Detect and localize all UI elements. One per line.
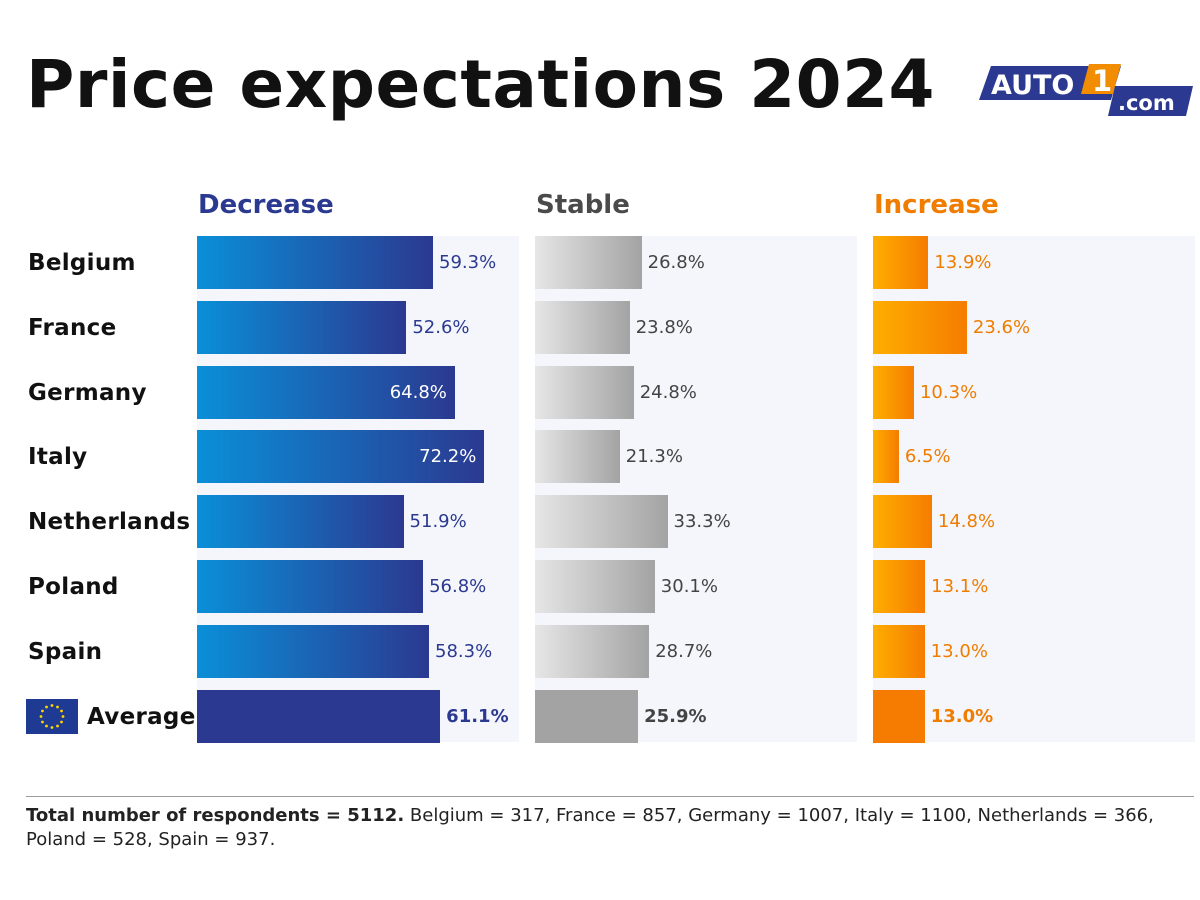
eu-star — [41, 720, 44, 724]
bar-increase-italy — [873, 430, 899, 484]
row-label-average: Average — [87, 703, 196, 730]
divider — [26, 796, 1194, 797]
row-label-belgium: Belgium — [28, 250, 136, 276]
row-label-spain: Spain — [28, 638, 103, 665]
bar-increase-average — [873, 689, 925, 743]
bar-increase-netherlands — [873, 495, 932, 549]
bar-decrease-average — [197, 689, 441, 743]
row-label-germany: Germany — [28, 379, 147, 406]
eu-star — [61, 715, 65, 718]
bar-stable-belgium — [535, 236, 642, 289]
value-decrease-belgium: 59.3% — [439, 252, 497, 273]
bar-stable-france — [535, 300, 630, 354]
value-increase-spain: 13.0% — [930, 640, 988, 662]
eu-star — [60, 720, 63, 724]
value-increase-poland: 13.1% — [931, 576, 989, 597]
bar-increase-spain — [873, 624, 925, 678]
row-label-italy: Italy — [28, 444, 88, 471]
bar-decrease-italy — [197, 430, 485, 484]
bar-decrease-poland — [197, 560, 424, 613]
bar-decrease-spain — [197, 624, 430, 678]
row-label-poland: Poland — [28, 574, 119, 600]
value-stable-average: 25.9% — [644, 705, 707, 727]
value-stable-spain: 28.7% — [655, 640, 713, 662]
bar-decrease-germany — [197, 365, 455, 419]
value-stable-germany: 24.8% — [639, 381, 697, 403]
value-stable-netherlands: 33.3% — [673, 511, 731, 533]
footnote-total: Total number of respondents = 5112. — [26, 805, 405, 826]
eu-star — [56, 724, 59, 728]
stable-header: Stable — [536, 190, 630, 220]
eu-star — [39, 715, 43, 718]
value-stable-italy: 21.3% — [625, 446, 683, 468]
bar-stable-netherlands — [535, 495, 668, 549]
value-decrease-italy: 72.2% — [419, 446, 477, 468]
value-decrease-average: 61.1% — [446, 705, 509, 727]
value-stable-france: 23.8% — [635, 316, 693, 338]
footnote-breakdown: Belgium = 317, France = 857, Germany = 1… — [26, 805, 1154, 850]
bar-increase-belgium — [873, 236, 929, 289]
eu-star — [50, 726, 54, 729]
auto1-logo: AUTO 1 .com — [979, 64, 1193, 116]
chart-title: Price expectations 2024 — [26, 46, 935, 123]
value-decrease-france: 52.6% — [412, 316, 470, 338]
value-decrease-netherlands: 51.9% — [409, 511, 467, 533]
bar-decrease-france — [197, 300, 407, 354]
value-increase-average: 13.0% — [930, 705, 994, 727]
value-increase-netherlands: 14.8% — [937, 511, 996, 533]
footnote: Total number of respondents = 5112. Belg… — [26, 804, 1186, 852]
eu-flag-icon — [26, 699, 78, 734]
eu-star — [60, 709, 63, 713]
bar-stable-spain — [535, 624, 650, 678]
value-decrease-germany: 64.8% — [389, 381, 447, 403]
bar-increase-poland — [873, 560, 926, 613]
eu-star — [45, 724, 48, 728]
value-increase-belgium: 13.9% — [934, 252, 992, 273]
value-increase-italy: 6.5% — [904, 446, 951, 468]
logo-text-main: AUTO — [991, 70, 1074, 101]
logo-text-tld: .com — [1118, 91, 1175, 115]
bar-decrease-netherlands — [197, 495, 404, 549]
value-decrease-spain: 58.3% — [435, 640, 493, 662]
bar-stable-average — [535, 689, 639, 743]
bar-decrease-belgium — [197, 236, 433, 289]
bar-stable-italy — [535, 430, 620, 484]
value-stable-poland: 30.1% — [660, 576, 718, 597]
increase-header: Increase — [874, 190, 999, 220]
decrease-header: Decrease — [198, 190, 334, 220]
eu-star — [45, 705, 48, 709]
value-increase-france: 23.6% — [972, 316, 1031, 338]
eu-star — [50, 704, 54, 707]
logo-text-num: 1 — [1092, 64, 1112, 98]
bar-stable-germany — [535, 365, 634, 419]
eu-star — [41, 709, 44, 713]
value-increase-germany: 10.3% — [919, 381, 978, 403]
bar-stable-poland — [535, 560, 655, 613]
row-label-france: France — [28, 314, 117, 341]
value-stable-belgium: 26.8% — [647, 252, 705, 273]
eu-star — [56, 705, 59, 709]
value-decrease-poland: 56.8% — [429, 576, 487, 597]
bar-increase-france — [873, 300, 967, 354]
row-label-netherlands: Netherlands — [28, 509, 191, 536]
bar-increase-germany — [873, 365, 914, 419]
